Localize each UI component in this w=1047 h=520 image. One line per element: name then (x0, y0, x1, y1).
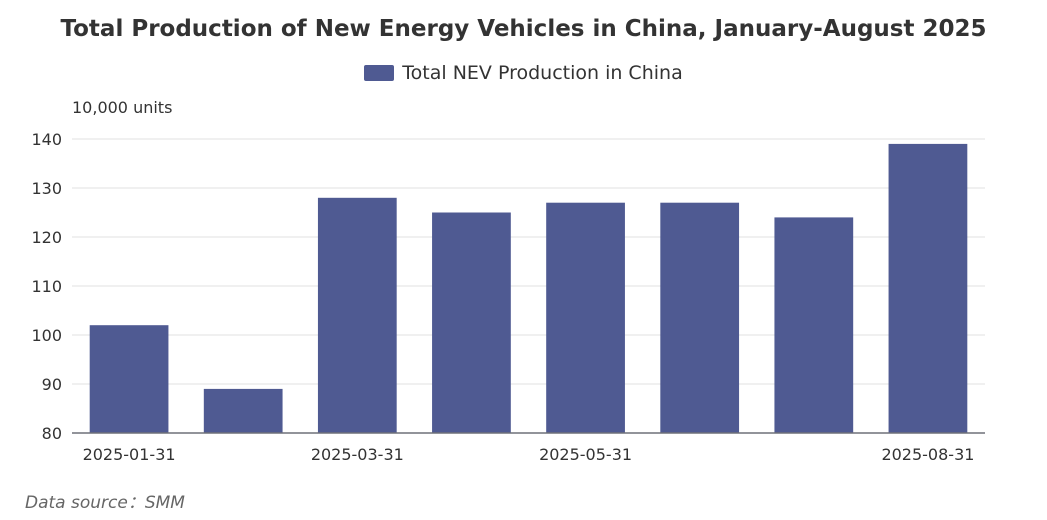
legend-label: Total NEV Production in China (402, 62, 683, 84)
y-tick-label: 140 (31, 130, 62, 149)
y-axis-unit-label: 10,000 units (72, 98, 173, 117)
x-tick-label: 2025-01-31 (83, 445, 176, 464)
x-tick-label: 2025-08-31 (881, 445, 974, 464)
legend-swatch (364, 65, 395, 81)
y-tick-label: 100 (31, 326, 62, 345)
bar[interactable] (203, 388, 283, 433)
y-tick-label: 130 (31, 179, 62, 198)
x-tick-label: 2025-05-31 (539, 445, 632, 464)
x-tick-label: 2025-03-31 (311, 445, 404, 464)
y-tick-label: 120 (31, 228, 62, 247)
y-tick-label: 90 (42, 375, 62, 394)
data-source: Data source：SMM (25, 493, 185, 513)
bar[interactable] (774, 217, 854, 433)
bar[interactable] (317, 197, 397, 433)
bar[interactable] (89, 325, 169, 433)
y-tick-label: 110 (31, 277, 62, 296)
bar[interactable] (546, 202, 625, 433)
y-tick-label: 80 (42, 424, 62, 443)
legend[interactable]: Total NEV Production in China (0, 62, 1047, 84)
bar[interactable] (660, 202, 740, 433)
chart-title: Total Production of New Energy Vehicles … (60, 16, 987, 42)
bars (89, 143, 968, 434)
tick-labels: 80 90 100 110 120 130 140 2025-01-31 2025-03-31 2… (31, 130, 974, 464)
bar[interactable] (432, 212, 511, 434)
bar[interactable] (888, 143, 968, 433)
